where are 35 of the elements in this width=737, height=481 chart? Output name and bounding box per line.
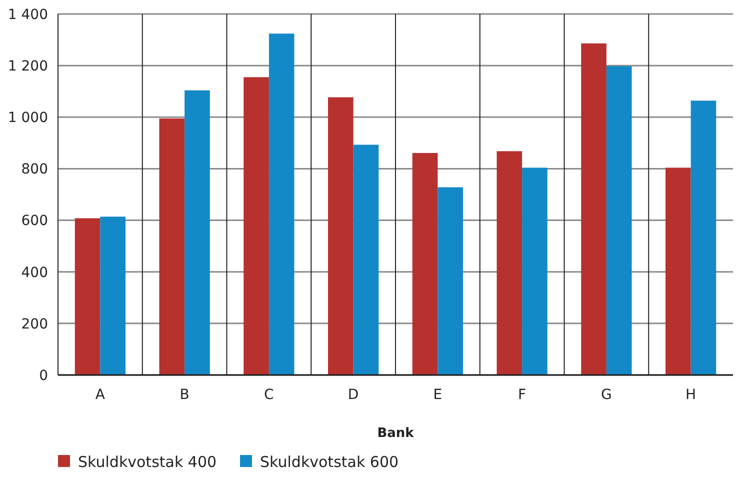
- y-tick-label: 1 400: [8, 6, 48, 23]
- x-tick-label: C: [264, 387, 274, 403]
- bar: [268, 34, 294, 375]
- bar: [522, 168, 548, 375]
- y-tick-label: 1 200: [8, 58, 48, 74]
- bar: [606, 66, 632, 375]
- x-axis-title: Bank: [377, 426, 414, 441]
- x-tick-label: B: [180, 387, 190, 403]
- bar: [666, 168, 691, 375]
- legend-label: Skuldkvotstak 400: [78, 453, 217, 471]
- bar: [496, 151, 522, 375]
- y-tick-label: 800: [21, 162, 48, 178]
- bar: [100, 216, 126, 375]
- x-tick-label: H: [686, 387, 696, 403]
- bar: [328, 97, 354, 375]
- bar: [412, 152, 438, 375]
- x-tick-label: E: [433, 387, 442, 403]
- legend-label: Skuldkvotstak 600: [260, 453, 399, 471]
- bar: [244, 77, 269, 375]
- bar: [74, 218, 100, 375]
- y-tick-label: 0: [39, 368, 48, 384]
- bar: [159, 118, 185, 375]
- x-tick-label: G: [601, 387, 612, 403]
- bar: [353, 144, 379, 375]
- bar: [581, 43, 606, 375]
- bar: [690, 100, 716, 375]
- y-tick-label: 400: [21, 264, 48, 281]
- bar: [438, 187, 463, 375]
- y-tick-label: 1 000: [8, 110, 48, 126]
- x-tick-label: F: [518, 387, 526, 403]
- x-tick-label: D: [348, 387, 359, 403]
- y-tick-label: 200: [21, 316, 48, 332]
- bar: [184, 90, 210, 375]
- y-tick-label: 600: [21, 213, 48, 230]
- x-tick-label: A: [95, 387, 106, 403]
